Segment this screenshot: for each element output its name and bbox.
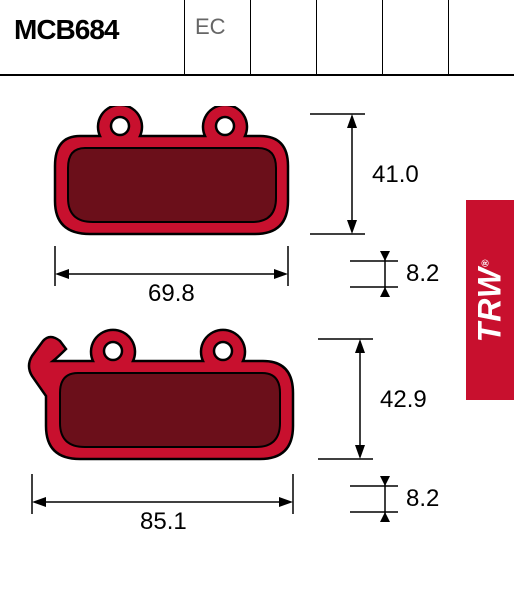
- lower-thickness-dimension: 8.2: [340, 476, 460, 531]
- header-cell-empty: [316, 0, 382, 74]
- dim-lower-thickness: 8.2: [406, 485, 439, 512]
- upper-pad-hole: [216, 117, 234, 135]
- upper-thickness-dimension: 8.2: [340, 251, 460, 306]
- header-bar: MCB684 EC: [0, 0, 514, 76]
- header-part-cell: MCB684: [0, 0, 184, 76]
- lower-pad-hole: [214, 342, 232, 360]
- lower-height-dimension: 42.9: [318, 331, 448, 471]
- header-type-grid: EC: [184, 0, 514, 74]
- lower-pad-hole: [104, 342, 122, 360]
- dim-lower-width: 85.1: [140, 508, 187, 534]
- lower-pad-friction: [60, 373, 280, 447]
- part-number: MCB684: [14, 14, 184, 46]
- header-cell-empty: [250, 0, 316, 74]
- brand-strip: TRW®: [466, 200, 514, 400]
- header-cell-empty: [382, 0, 448, 74]
- dim-lower-height: 42.9: [380, 386, 427, 413]
- brand-logo: TRW®: [472, 258, 509, 342]
- dim-upper-height: 41.0: [372, 161, 419, 188]
- diagram-area: 41.0 69.8 8.2 42.9: [0, 76, 514, 600]
- lower-pad-drawing: [18, 321, 318, 471]
- upper-height-dimension: 41.0: [310, 106, 440, 246]
- header-cell-type: EC: [184, 0, 250, 74]
- upper-pad-hole: [111, 117, 129, 135]
- upper-pad-friction: [68, 148, 276, 222]
- lower-width-dimension: 85.1: [18, 474, 318, 534]
- brand-name: TRW: [472, 267, 508, 342]
- registered-icon: ®: [481, 258, 492, 266]
- upper-width-dimension: 69.8: [30, 246, 310, 306]
- type-label: EC: [195, 14, 250, 40]
- header-cell-empty: [448, 0, 514, 74]
- upper-pad-drawing: [30, 106, 310, 246]
- dim-upper-thickness: 8.2: [406, 260, 439, 287]
- dim-upper-width: 69.8: [148, 280, 195, 306]
